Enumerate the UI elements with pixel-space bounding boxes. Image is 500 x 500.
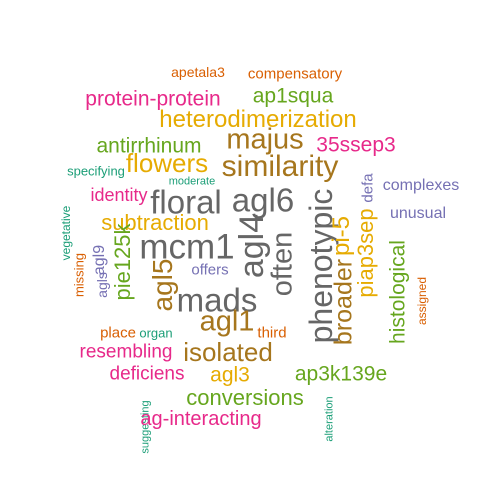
word: ap1squa	[252, 84, 334, 108]
word: third	[257, 324, 287, 342]
word: complexes	[382, 177, 460, 194]
word: often	[266, 231, 299, 297]
word: ap3k139e	[294, 362, 388, 386]
word: agl6	[231, 181, 295, 219]
word: 35ssep3	[316, 133, 396, 157]
word: antirrhinum	[96, 134, 202, 158]
word: agl9	[91, 244, 108, 276]
word: protein-protein	[85, 87, 221, 111]
word: agl1	[199, 305, 255, 338]
word: subtraction	[101, 210, 209, 235]
word: agl4	[233, 213, 271, 279]
word: compensatory	[247, 65, 343, 83]
word: place	[100, 324, 136, 342]
word: assigned	[415, 276, 429, 326]
word: isolated	[183, 337, 273, 367]
word: similarity	[221, 150, 339, 183]
word: agl3	[210, 363, 250, 387]
word: resembling	[79, 341, 173, 363]
word: vegetative	[59, 205, 73, 261]
word: identity	[90, 185, 148, 205]
word: heterodimerization	[159, 106, 357, 133]
word: flowers	[125, 148, 209, 178]
word: deficiens	[109, 363, 185, 385]
word: agl5	[147, 258, 178, 312]
word: ag-interacting	[140, 408, 262, 430]
word: organ	[139, 325, 173, 341]
word: pi-5	[328, 215, 355, 257]
word: specifying	[67, 163, 125, 179]
word: floral	[150, 183, 222, 221]
word: mcm1	[139, 227, 235, 267]
word: mads	[176, 281, 258, 319]
word: broader	[329, 258, 358, 346]
word: piap3sep	[353, 208, 378, 298]
word: missing	[71, 252, 87, 298]
word: agls	[94, 272, 110, 298]
word: offers	[191, 261, 229, 279]
word: alteration	[323, 396, 336, 442]
word: moderate	[168, 175, 216, 188]
word: unusual	[389, 205, 447, 222]
word: apetala3	[171, 64, 225, 80]
word: conversions	[186, 385, 304, 410]
word: defa	[359, 173, 377, 203]
word: pie125k	[110, 223, 135, 301]
word: majus	[226, 123, 304, 156]
word: histological	[386, 240, 410, 344]
